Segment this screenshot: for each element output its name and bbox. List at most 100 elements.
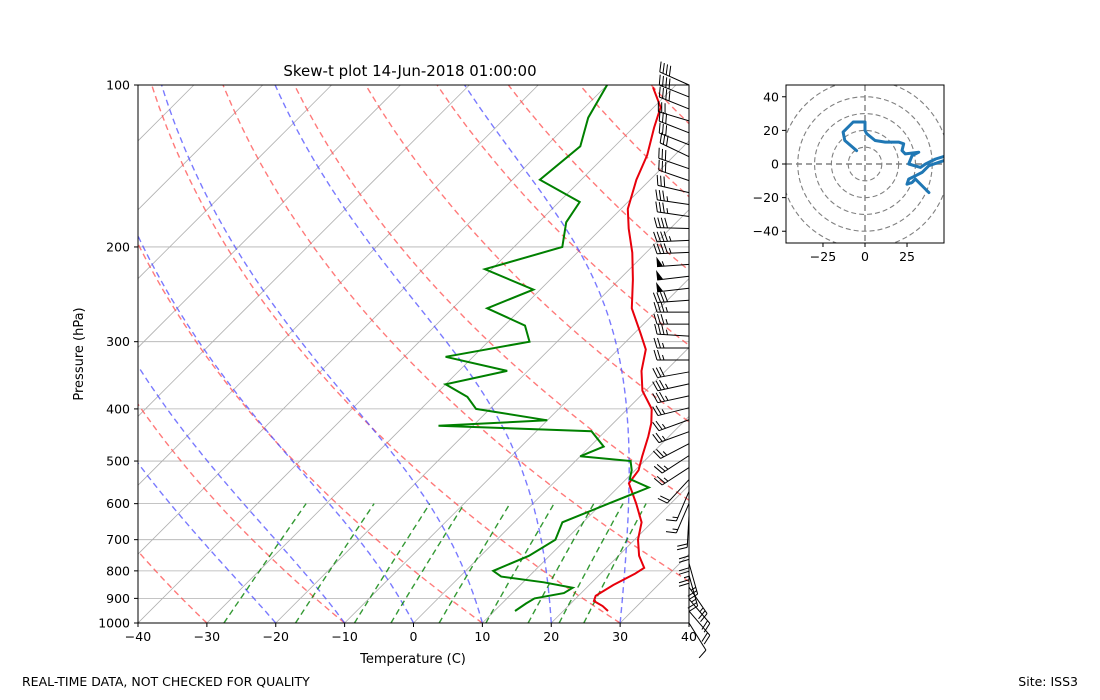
wind-barb-staff <box>657 211 690 218</box>
wind-barb-feather <box>688 593 698 601</box>
wind-barbs <box>652 61 711 659</box>
wind-barb-feather <box>678 570 690 575</box>
hodograph-ticks: −25 0 25 40 20 0 −20 −40 <box>753 89 915 264</box>
isotherm-line <box>0 85 56 623</box>
wind-barb-feather <box>665 113 668 124</box>
isotherm-line <box>482 415 689 623</box>
hodograph-plot <box>786 85 944 243</box>
wind-barb-staff <box>657 395 690 404</box>
chart-title: Skew-t plot 14-Jun-2018 01:00:00 <box>283 62 536 80</box>
wind-barb-feather <box>660 495 670 501</box>
wind-barb <box>656 174 690 194</box>
wind-barb-staff <box>659 84 690 98</box>
isotherm-line <box>413 346 689 623</box>
wind-barb <box>653 455 690 474</box>
wind-barb-feather <box>676 546 688 551</box>
y-tick-label: 500 <box>106 454 130 469</box>
moist-adiabat <box>138 461 277 623</box>
wind-barb <box>657 101 690 122</box>
wind-barb-flag <box>656 281 664 292</box>
moist-adiabat <box>464 85 630 623</box>
wind-barb-staff <box>686 515 690 548</box>
dry-adiabat <box>436 85 689 347</box>
wind-barb-feather <box>655 405 662 415</box>
wind-barb <box>655 201 690 218</box>
wind-barb <box>653 337 689 349</box>
wind-barb-feather <box>657 313 661 325</box>
wind-barb-feather <box>661 324 665 335</box>
wind-barb <box>653 467 690 486</box>
wind-barb-staff <box>660 443 690 459</box>
wind-barb-feather <box>653 337 658 349</box>
mixing-ratio-line <box>223 503 307 623</box>
wind-barb-feather <box>652 393 659 403</box>
wind-barb <box>655 189 690 206</box>
hodograph-y-tick-label: 40 <box>763 89 779 104</box>
moist-adiabat <box>160 85 484 623</box>
wind-barb-half-feather <box>666 208 669 214</box>
wind-barb-feather <box>653 243 658 254</box>
wind-barb-feather <box>656 464 666 472</box>
wind-barb-feather <box>659 366 665 377</box>
wind-barb-staff <box>661 455 690 474</box>
wind-barb <box>653 302 689 313</box>
wind-barb-feather <box>655 367 662 378</box>
isotherm-line <box>138 85 470 417</box>
wind-barb-staff <box>657 263 690 268</box>
wind-barb-feather <box>660 313 665 325</box>
wind-barb-staff <box>657 184 690 194</box>
wind-barb-half-feather <box>661 423 666 429</box>
wind-barb-feather <box>662 134 666 145</box>
wind-barb-staff <box>661 467 690 486</box>
wind-barb-feather <box>665 519 677 522</box>
y-tick-label: 200 <box>106 239 130 254</box>
wind-barb-feather <box>655 201 658 212</box>
hodograph-y-tick-label: 0 <box>771 157 779 172</box>
wind-barb-staff <box>688 610 711 636</box>
wind-barb-staff <box>659 132 690 146</box>
wind-barb-staff <box>658 157 690 170</box>
wind-barb-feather <box>701 632 708 642</box>
wind-barb-feather <box>687 590 697 597</box>
wind-barb-staff <box>657 199 690 206</box>
wind-barb-feather <box>652 292 658 303</box>
dry-adiabat <box>222 85 689 583</box>
wind-barb-feather <box>662 87 664 99</box>
wind-barb-feather <box>652 450 661 459</box>
wind-barb-half-feather <box>661 261 665 267</box>
wind-barb-feather <box>659 379 666 390</box>
isotherm-line <box>275 209 689 623</box>
y-tick-label: 400 <box>106 401 130 416</box>
wind-barb-feather <box>653 313 658 325</box>
wind-barb-staff <box>657 383 690 392</box>
x-tick-label: 20 <box>543 629 559 644</box>
wind-barb-half-feather <box>683 575 690 579</box>
wind-barb-feather <box>665 531 677 534</box>
x-tick-label: 40 <box>681 629 697 644</box>
wind-barb <box>653 243 690 255</box>
quality-disclaimer: REAL-TIME DATA, NOT CHECKED FOR QUALITY <box>22 674 310 689</box>
wind-barb-staff <box>688 563 699 595</box>
mixing-ratio-line <box>390 503 465 623</box>
isotherm-line <box>138 85 677 623</box>
wind-barb-staff <box>659 96 690 110</box>
dry-adiabat <box>794 85 1100 623</box>
y-tick-label: 700 <box>106 532 130 547</box>
wind-barb-feather <box>678 579 690 584</box>
mixing-ratio-line <box>558 503 624 623</box>
wind-barb-staff <box>656 227 690 229</box>
wind-barb-feather <box>687 602 697 609</box>
wind-barb-feather <box>655 380 662 391</box>
wind-barb-staff <box>657 407 690 417</box>
wind-barb-staff <box>657 299 690 303</box>
x-tick-label: −20 <box>263 629 289 644</box>
hodograph-x-tick-label: 25 <box>899 249 915 264</box>
wind-barb <box>665 503 690 534</box>
wind-barb-half-feather <box>665 318 668 325</box>
moist-adiabat <box>274 85 552 623</box>
wind-barb-half-feather <box>662 354 665 361</box>
site-label: Site: ISS3 <box>1018 674 1078 689</box>
wind-barb-feather <box>701 620 708 630</box>
wind-barb-staff <box>675 503 690 534</box>
